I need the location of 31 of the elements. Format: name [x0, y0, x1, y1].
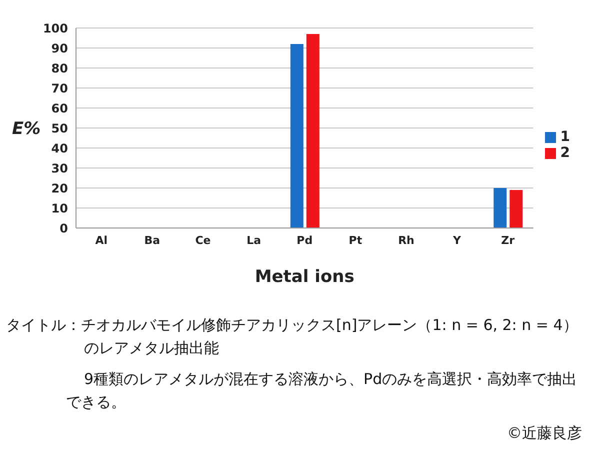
x-tick-label: Al — [95, 234, 108, 247]
y-tick-label: 60 — [51, 101, 68, 116]
y-tick-label: 70 — [51, 81, 68, 96]
legend-label: 1 — [560, 129, 570, 145]
y-tick-label: 90 — [51, 41, 68, 56]
x-tick-label: Pt — [348, 234, 362, 247]
x-tick-label: Ce — [195, 234, 211, 247]
x-tick-label: Zr — [501, 234, 516, 247]
x-tick-label: La — [246, 234, 262, 247]
y-axis-title: E% — [12, 119, 41, 139]
bar — [290, 44, 304, 228]
bar — [306, 34, 320, 228]
bar — [510, 190, 523, 228]
y-tick-label: 100 — [42, 21, 68, 36]
legend-label: 2 — [560, 145, 570, 161]
text: 9種類のレアメタルが混在する溶液から、Pdのみを高選択・高効率で抽出できる。 — [66, 369, 578, 413]
x-tick-label: Y — [452, 234, 462, 247]
bar — [494, 188, 507, 228]
y-tick-label: 80 — [51, 61, 68, 76]
y-tick-label: 10 — [51, 201, 68, 216]
x-tick-label: Rh — [398, 234, 414, 247]
x-axis-title: Metal ions — [254, 267, 354, 287]
y-tick-label: 0 — [60, 221, 68, 236]
text: タイトル：チオカルバモイル修飾チアカリックス[n]アレーン（1: n = 6, 2: n = 4）のレアメタル抽出能 — [6, 315, 579, 359]
y-tick-label: 20 — [51, 181, 68, 196]
y-tick-label: 50 — [51, 121, 68, 136]
x-tick-label: Pd — [296, 234, 313, 247]
x-tick-label: Ba — [144, 234, 160, 247]
y-tick-label: 30 — [51, 161, 68, 176]
y-tick-label: 40 — [51, 141, 68, 156]
text: ©近藤良彦 — [507, 424, 582, 443]
